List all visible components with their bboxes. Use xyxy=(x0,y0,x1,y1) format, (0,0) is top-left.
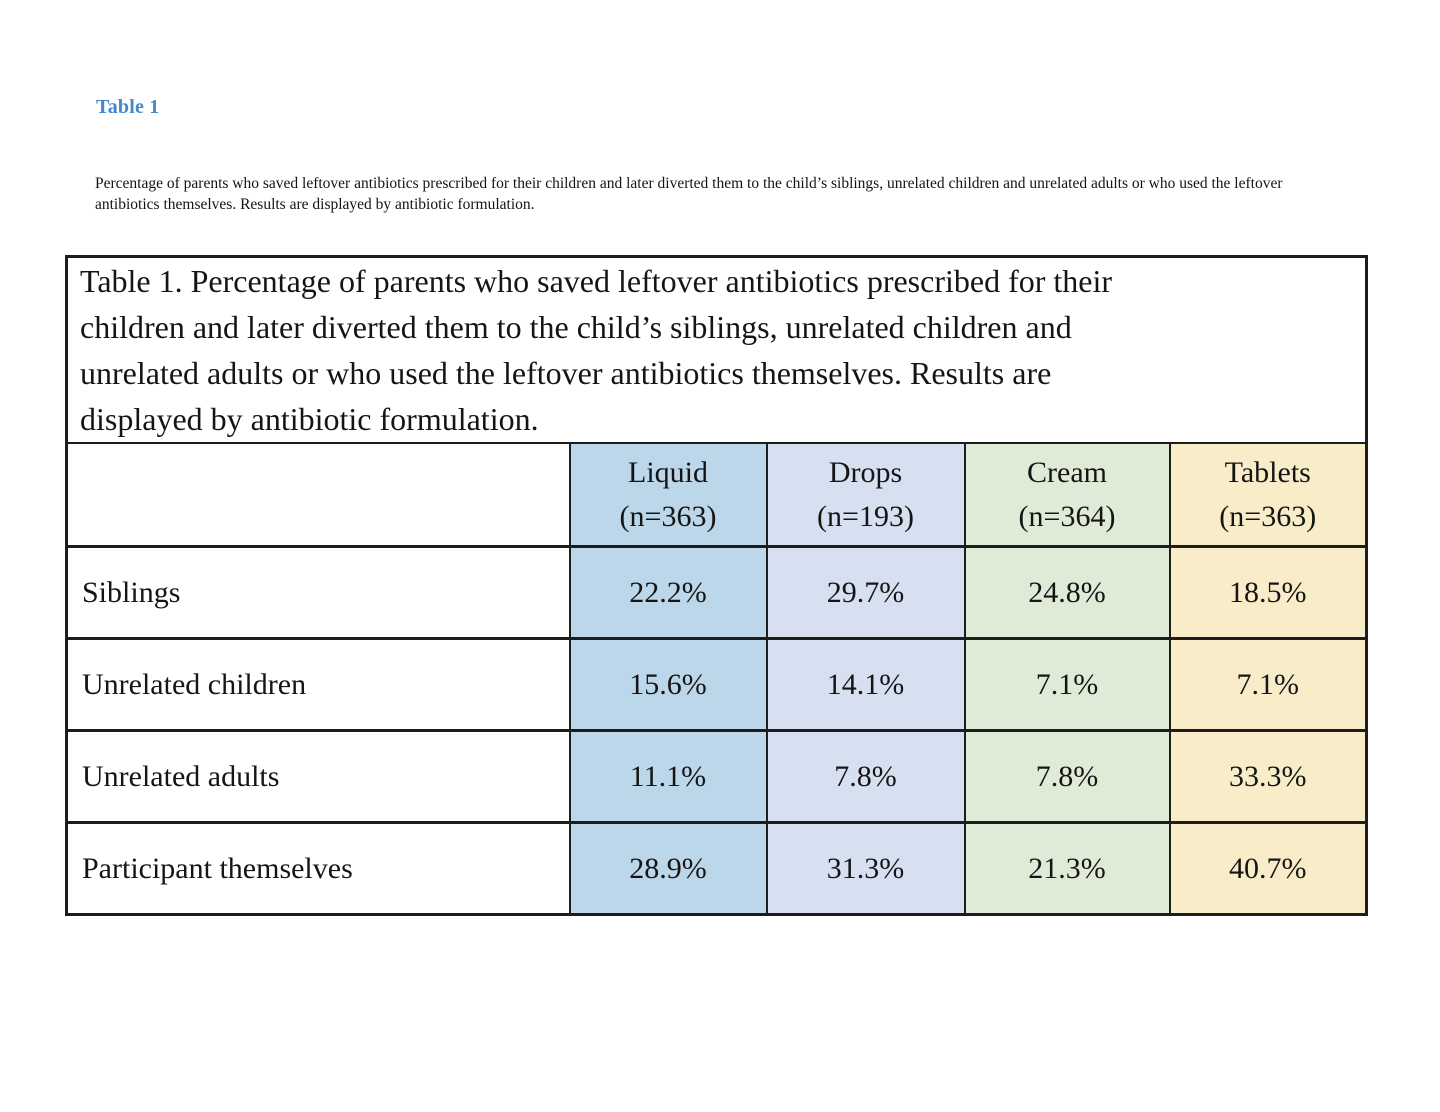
column-header-liquid: Liquid (n=363) xyxy=(568,442,768,548)
value-cell: 11.1% xyxy=(568,729,768,824)
value-cell: 31.3% xyxy=(765,821,966,916)
value-cell: 33.3% xyxy=(1168,729,1368,824)
column-n: (n=363) xyxy=(1219,499,1317,533)
column-header-drops: Drops (n=193) xyxy=(765,442,966,548)
table-row-unrelated-children: Unrelated children 15.6% 14.1% 7.1% 7.1% xyxy=(65,637,1368,732)
value-cell: 18.5% xyxy=(1168,545,1368,640)
value-cell: 22.2% xyxy=(568,545,768,640)
table-title-line-2: children and later diverted them to the … xyxy=(80,309,1072,345)
value-cell: 15.6% xyxy=(568,637,768,732)
row-label: Participant themselves xyxy=(65,821,571,916)
value-cell: 7.1% xyxy=(963,637,1171,732)
column-label: Liquid xyxy=(628,455,708,489)
table-title-cell: Table 1. Percentage of parents who saved… xyxy=(65,255,1368,444)
row-label: Siblings xyxy=(65,545,571,640)
antibiotic-diversion-table: Table 1. Percentage of parents who saved… xyxy=(65,255,1369,916)
row-label: Unrelated children xyxy=(65,637,571,732)
column-n: (n=363) xyxy=(619,499,717,533)
table-row-participant-themselves: Participant themselves 28.9% 31.3% 21.3%… xyxy=(65,821,1368,916)
table-title-line-3: unrelated adults or who used the leftove… xyxy=(80,355,1052,391)
value-cell: 40.7% xyxy=(1168,821,1368,916)
column-label: Tablets xyxy=(1224,455,1311,489)
column-n: (n=193) xyxy=(817,499,914,533)
table-row-unrelated-adults: Unrelated adults 11.1% 7.8% 7.8% 33.3% xyxy=(65,729,1368,824)
value-cell: 7.8% xyxy=(963,729,1171,824)
header-empty-cell xyxy=(65,442,571,548)
value-cell: 7.8% xyxy=(765,729,966,824)
value-cell: 28.9% xyxy=(568,821,768,916)
column-header-row: Liquid (n=363) Drops (n=193) Cream (n=36… xyxy=(65,442,1368,548)
value-cell: 7.1% xyxy=(1168,637,1368,732)
row-label: Unrelated adults xyxy=(65,729,571,824)
value-cell: 14.1% xyxy=(765,637,966,732)
table-title-line-1: Table 1. Percentage of parents who saved… xyxy=(80,263,1113,299)
value-cell: 24.8% xyxy=(963,545,1171,640)
column-n: (n=364) xyxy=(1018,499,1116,533)
table-title-row: Table 1. Percentage of parents who saved… xyxy=(65,255,1368,444)
table-1-heading: Table 1 xyxy=(96,96,160,118)
column-label: Drops xyxy=(828,455,903,489)
column-header-cream: Cream (n=364) xyxy=(963,442,1171,548)
table-1-caption: Percentage of parents who saved leftover… xyxy=(95,174,1283,213)
table-row-siblings: Siblings 22.2% 29.7% 24.8% 18.5% xyxy=(65,545,1368,640)
table-title-line-4: displayed by antibiotic formulation. xyxy=(80,401,539,437)
column-label: Cream xyxy=(1027,455,1107,489)
value-cell: 21.3% xyxy=(963,821,1171,916)
value-cell: 29.7% xyxy=(765,545,966,640)
column-header-tablets: Tablets (n=363) xyxy=(1168,442,1368,548)
